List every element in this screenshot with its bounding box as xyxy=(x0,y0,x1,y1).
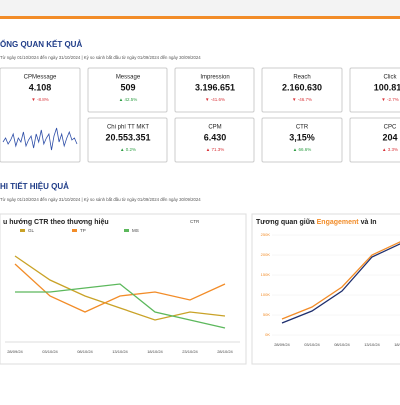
y-tick-label: 250K xyxy=(261,232,271,237)
kpi-name: CTR xyxy=(296,125,309,131)
legend-swatch xyxy=(124,229,129,232)
line xyxy=(281,243,400,324)
kpi-change: ▼ -41.6% xyxy=(205,97,225,102)
x-tick-label: 28/09/24 xyxy=(7,349,23,354)
kpi-card xyxy=(87,67,168,113)
x-tick-label: 13/10/24 xyxy=(112,349,128,354)
y-tick-label: 0K xyxy=(265,332,270,337)
kpi-name: Chi phí TT MKT xyxy=(107,125,149,131)
chart-title: u hướng CTR theo thương hiệu xyxy=(3,219,109,226)
x-tick-label: 03/10/24 xyxy=(42,349,58,354)
line xyxy=(14,255,226,321)
kpi-value: 3.196.651 xyxy=(195,82,235,92)
kpi-card xyxy=(261,67,343,113)
kpi-name: CPM xyxy=(208,125,221,131)
kpi-value: 509 xyxy=(120,82,135,92)
line xyxy=(281,241,400,320)
x-tick-label: 18/10/24 xyxy=(394,342,400,347)
kpi-name: Message xyxy=(116,75,141,81)
top-bar xyxy=(0,16,400,19)
kpi-card xyxy=(174,67,255,113)
kpi-card xyxy=(349,67,400,113)
chart-title: Tương quan giữa Engagement và In xyxy=(256,219,377,226)
kpi-change: ▼ -8.8% xyxy=(31,97,48,102)
legend-swatch xyxy=(72,229,77,232)
kpi-value: 4.108 xyxy=(29,82,52,92)
kpi-value: 3,15% xyxy=(289,132,315,142)
line xyxy=(14,263,226,313)
x-tick-label: 13/10/24 xyxy=(364,342,380,347)
title-part: Engagement xyxy=(317,219,360,226)
x-tick-label: 28/10/24 xyxy=(217,349,233,354)
y-tick-label: 100K xyxy=(261,292,271,297)
kpi-value: 100.812 xyxy=(374,82,400,92)
legend-label: GL xyxy=(28,228,35,233)
y-tick-label: 150K xyxy=(261,272,271,277)
x-tick-label: 08/10/24 xyxy=(77,349,93,354)
section-subtitle: Từ ngày 01/10/2024 đến ngày 31/10/2024 |… xyxy=(0,55,201,60)
kpi-change: ▼ -2.7% xyxy=(381,97,398,102)
x-tick-label: 08/10/24 xyxy=(334,342,350,347)
line xyxy=(2,127,78,151)
x-tick-label: 03/10/24 xyxy=(304,342,320,347)
legend-label: TP xyxy=(80,228,86,233)
kpi-value: 2.160.630 xyxy=(282,82,322,92)
kpi-change: ▲ 66.6% xyxy=(293,147,311,152)
section-title: HI TIẾT HIỆU QUẢ xyxy=(0,181,69,191)
kpi-value: 204 xyxy=(382,132,397,142)
section-title: ỔNG QUAN KẾT QUẢ xyxy=(0,39,82,49)
x-tick-label: 18/10/24 xyxy=(147,349,163,354)
section-subtitle: Từ ngày 01/10/2024 đến ngày 31/10/2024 |… xyxy=(0,197,201,202)
kpi-name: Click xyxy=(384,75,398,81)
axis-label: CTR xyxy=(190,219,200,224)
kpi-card xyxy=(349,117,400,163)
x-tick-label: 23/10/24 xyxy=(182,349,198,354)
x-tick-label: 28/09/24 xyxy=(274,342,290,347)
kpi-value: 6.430 xyxy=(204,132,227,142)
kpi-name: CPMessage xyxy=(24,75,57,81)
kpi-change: ▲ 3.3% xyxy=(382,147,398,152)
kpi-card xyxy=(174,117,255,163)
kpi-change: ▲ 71.3% xyxy=(206,147,224,152)
kpi-value: 20.553.351 xyxy=(105,132,150,142)
y-tick-label: 200K xyxy=(261,252,271,257)
kpi-change: ▼ -46.7% xyxy=(292,97,312,102)
chart-panel xyxy=(251,213,400,365)
chart-panel xyxy=(0,213,247,365)
kpi-change: ▲ 42.5% xyxy=(119,97,137,102)
legend-label: MS xyxy=(132,228,139,233)
kpi-name: Impression xyxy=(200,75,229,81)
kpi-card xyxy=(261,117,343,163)
kpi-card xyxy=(87,117,168,163)
title-part: Tương quan giữa xyxy=(256,219,317,226)
kpi-name: Reach xyxy=(293,75,310,81)
legend-swatch xyxy=(20,229,25,232)
kpi-name: CPC xyxy=(384,125,397,131)
y-tick-label: 50K xyxy=(263,312,270,317)
title-part: và In xyxy=(359,219,377,226)
kpi-change: ▲ 0.2% xyxy=(120,147,136,152)
line xyxy=(15,283,226,329)
